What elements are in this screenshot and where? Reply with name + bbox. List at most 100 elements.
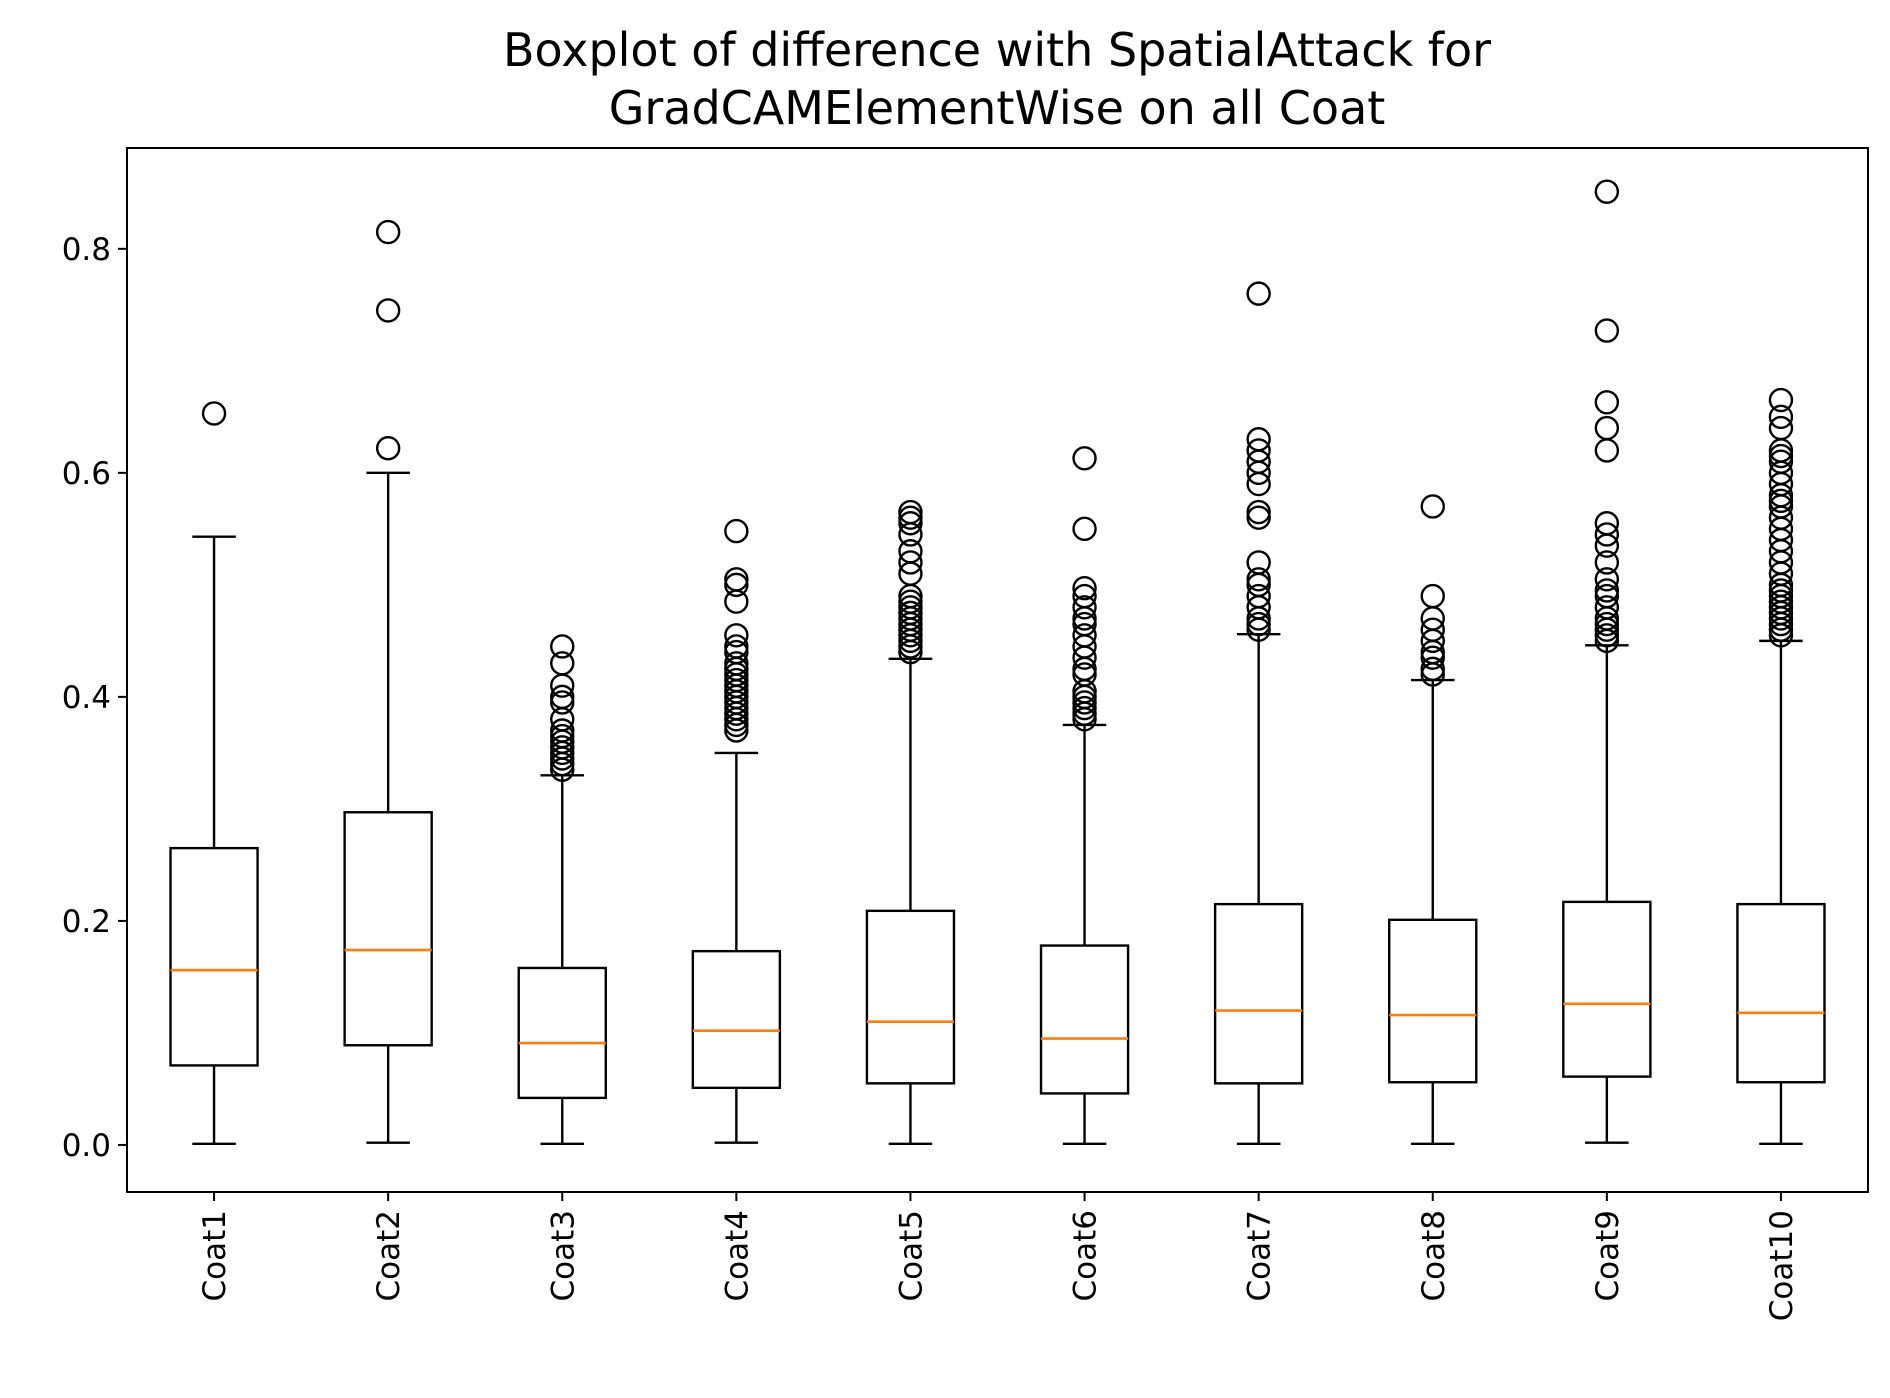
iqr-box	[1736, 902, 1826, 1084]
outlier-point	[1768, 488, 1794, 514]
y-tick-label: 0.8	[62, 232, 111, 268]
outlier-point	[1072, 690, 1097, 715]
outlier-point	[1768, 589, 1794, 614]
outlier-point	[1072, 662, 1097, 687]
x-tick-label: Coat6	[1068, 1210, 1104, 1302]
plot-frame	[126, 147, 1869, 1193]
outlier-point	[1420, 645, 1445, 670]
outlier-point	[1768, 404, 1794, 430]
outlier-point	[1594, 567, 1620, 592]
outlier-point	[1072, 611, 1097, 637]
outlier-point	[1246, 567, 1271, 592]
outlier-point	[1072, 595, 1097, 620]
box-coat7	[1213, 281, 1304, 1146]
outlier-point	[1072, 576, 1097, 601]
outlier-point	[1594, 415, 1620, 441]
outlier-point	[724, 667, 749, 693]
iqr-box	[691, 949, 782, 1090]
iqr-box	[1213, 902, 1304, 1085]
x-tick-label: Coat8	[1416, 1210, 1452, 1302]
outlier-point	[898, 539, 923, 564]
box-coat8	[1388, 494, 1478, 1146]
outlier-point	[724, 634, 749, 659]
outlier-point	[898, 595, 923, 620]
outlier-point	[898, 550, 923, 575]
outlier-point	[1072, 446, 1097, 471]
outlier-point	[1594, 595, 1620, 620]
outlier-point	[1072, 583, 1097, 609]
outlier-point	[1768, 449, 1794, 474]
outlier-point	[1420, 617, 1445, 642]
outlier-point	[1246, 583, 1271, 609]
x-tick-label: Coat10	[1764, 1210, 1800, 1321]
box-coat1	[169, 401, 259, 1146]
outlier-point	[1768, 387, 1794, 413]
x-tick-label: Coat2	[371, 1210, 407, 1302]
outlier-point	[1594, 522, 1620, 547]
outlier-point	[898, 600, 923, 626]
outlier-point	[1594, 511, 1620, 536]
outlier-point	[550, 651, 575, 676]
iqr-box	[1562, 900, 1652, 1078]
iqr-box	[517, 966, 607, 1100]
outlier-point	[898, 511, 923, 536]
outlier-point	[1594, 390, 1620, 415]
outlier-point	[1072, 516, 1097, 542]
outlier-point	[1594, 550, 1620, 575]
box-coat2	[343, 219, 433, 1144]
outlier-point	[1594, 623, 1620, 648]
box-coat5	[865, 499, 956, 1146]
y-tick-label: 0.6	[62, 456, 111, 492]
iqr-box	[1039, 944, 1130, 1095]
chart-title-line-1: Boxplot of difference with SpatialAttack…	[503, 23, 1491, 77]
outlier-point	[1246, 281, 1271, 306]
outlier-point	[550, 690, 575, 715]
outlier-point	[375, 436, 401, 461]
outlier-point	[1594, 318, 1620, 343]
iqr-box	[343, 811, 433, 1047]
outlier-point	[550, 684, 575, 710]
y-axis: 0.0 0.2 0.4 0.6 0.8	[62, 232, 127, 1164]
y-tick-label: 0.2	[62, 904, 111, 940]
box-coat6	[1039, 446, 1130, 1146]
x-tick-label: Coat3	[545, 1210, 581, 1302]
box-coat9	[1562, 179, 1652, 1144]
outlier-point	[1768, 443, 1794, 469]
x-axis: Coat1 Coat2 Coat3 Coat4 Coat5 Coat6 Coat7 Coat8…	[197, 1192, 1800, 1321]
outlier-point	[1072, 695, 1097, 721]
outlier-point	[1594, 611, 1620, 637]
outlier-point	[1246, 550, 1271, 575]
outlier-point	[724, 518, 749, 544]
box-series	[169, 179, 1826, 1146]
outlier-point	[898, 505, 923, 530]
outlier-point	[1768, 415, 1794, 441]
chart-title: Boxplot of difference with SpatialAttack…	[503, 23, 1491, 135]
outlier-point	[1246, 611, 1271, 637]
outlier-point	[724, 623, 749, 648]
outlier-point	[1246, 427, 1271, 452]
outlier-point	[724, 651, 749, 676]
outlier-point	[550, 723, 575, 749]
outlier-point	[1420, 656, 1445, 682]
outlier-point	[724, 567, 749, 592]
outlier-point	[550, 735, 575, 760]
outlier-point	[1594, 179, 1620, 204]
outlier-point	[724, 572, 749, 598]
y-tick-label: 0.0	[62, 1128, 111, 1164]
box-coat3	[517, 634, 607, 1146]
outlier-point	[1246, 499, 1271, 525]
outlier-point	[724, 639, 749, 665]
iqr-box	[1388, 918, 1478, 1084]
box-coat4	[691, 518, 782, 1144]
outlier-point	[375, 219, 401, 245]
outlier-point	[201, 401, 227, 426]
chart-title-line-2: GradCAMElementWise on all Coat	[609, 81, 1386, 135]
x-tick-label: Coat9	[1590, 1210, 1626, 1302]
outlier-point	[1768, 578, 1794, 603]
outlier-point	[1246, 505, 1271, 530]
outlier-point	[1420, 583, 1445, 609]
y-tick-label: 0.4	[62, 680, 111, 716]
outlier-point	[898, 499, 923, 525]
iqr-box	[169, 846, 259, 1067]
